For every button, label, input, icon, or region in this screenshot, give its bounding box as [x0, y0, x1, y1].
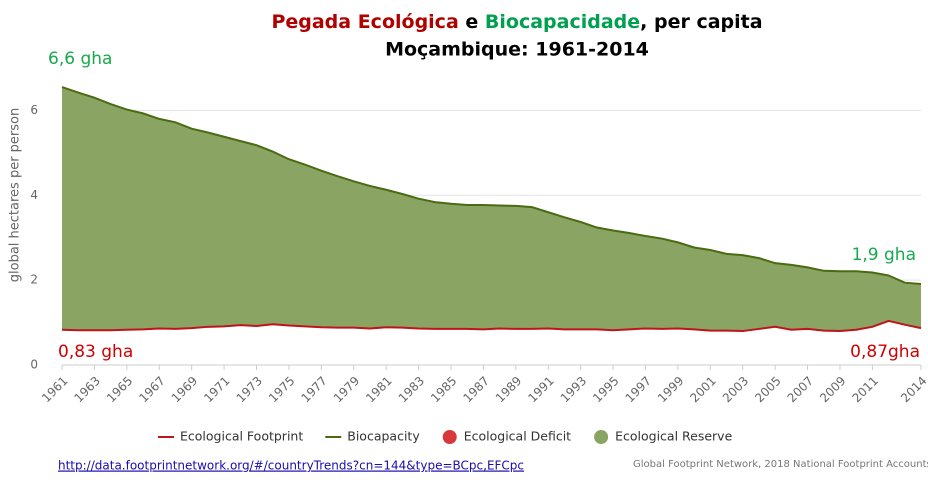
x-tick-label: 1999	[655, 374, 686, 405]
y-tick-label: 0	[30, 358, 38, 372]
legend-dot	[594, 430, 609, 444]
x-tick-label: 1967	[136, 374, 167, 405]
source-text: Global Footprint Network, 2018 National …	[633, 459, 928, 470]
x-tick-label: 1987	[460, 374, 491, 405]
x-tick-label: 1963	[72, 374, 103, 405]
legend-label: Ecological Deficit	[464, 429, 571, 444]
annotation: 0,87gha	[850, 342, 920, 362]
legend-label: Ecological Reserve	[615, 429, 732, 444]
x-tick-label: 1965	[104, 374, 135, 405]
y-tick-label: 6	[30, 103, 38, 117]
x-tick-label: 2003	[720, 374, 751, 405]
title-part: Biocapacidade	[485, 11, 640, 33]
annotation: 1,9 gha	[852, 245, 916, 265]
x-tick-label: 2014	[898, 374, 928, 405]
footprint-area	[62, 320, 921, 365]
legend-dot	[442, 430, 457, 444]
title-part: , per capita	[640, 11, 762, 33]
x-tick-label: 1979	[331, 374, 362, 405]
x-tick-label: 1977	[298, 374, 329, 405]
plot	[61, 86, 922, 366]
x-tick-label: 2001	[687, 374, 718, 405]
legend-label: Ecological Footprint	[180, 429, 303, 444]
title-part: Pegada Ecológica	[271, 11, 458, 33]
x-tick-label: 1969	[169, 374, 200, 405]
x-tick-label: 1985	[428, 374, 459, 405]
source-link[interactable]: http://data.footprintnetwork.org/#/count…	[58, 459, 524, 473]
y-axis-title: global hectares per person	[8, 108, 23, 282]
source-link-text[interactable]: http://data.footprintnetwork.org/#/count…	[58, 459, 524, 473]
chart-title: Pegada Ecológica e Biocapacidade, per ca…	[271, 11, 762, 33]
annotation: 6,6 gha	[48, 49, 112, 69]
y-tick-label: 4	[30, 188, 38, 202]
x-tick-label: 1961	[39, 374, 70, 405]
x-tick-label: 1981	[363, 374, 394, 405]
x-tick-label: 2005	[752, 374, 783, 405]
series-line	[61, 86, 922, 285]
series-line	[61, 319, 922, 333]
x-tick-label: 1991	[525, 374, 556, 405]
x-tick-label: 2007	[785, 374, 816, 405]
x-tick-label: 1997	[623, 374, 654, 405]
x-tick-label: 1975	[266, 374, 297, 405]
x-tick-label: 1983	[396, 374, 427, 405]
x-tick-label: 1993	[558, 374, 589, 405]
y-tick-label: 2	[30, 273, 38, 287]
title-part: e	[459, 11, 485, 33]
x-tick-label: 1989	[493, 374, 524, 405]
x-tick-label: 2009	[817, 374, 848, 405]
x-tick-label: 1971	[201, 374, 232, 405]
x-tick-label: 2011	[849, 374, 880, 405]
x-tick-label: 1973	[234, 374, 265, 405]
legend-label: Biocapacity	[347, 429, 420, 444]
reserve-area	[62, 87, 921, 365]
chart-subtitle: Moçambique: 1961-2014	[385, 39, 649, 61]
x-tick-label: 1995	[590, 374, 621, 405]
annotation: 0,83 gha	[58, 342, 133, 362]
